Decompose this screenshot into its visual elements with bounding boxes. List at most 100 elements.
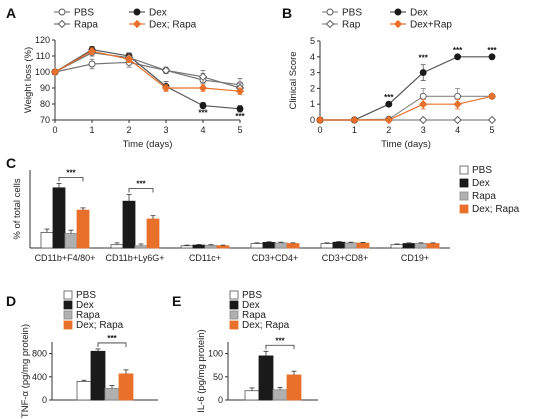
panel-a-weight-loss-chart: 70 80 90 100 110 120 0 1 2 3 4 5 Time (days) Weight l…	[23, 8, 246, 151]
bar-dex	[52, 187, 66, 249]
data-point	[454, 92, 462, 100]
series-pbs	[316, 88, 496, 124]
legend-item-pbs: PBS	[229, 290, 262, 301]
legend-swatch	[229, 290, 239, 300]
data-point	[236, 105, 244, 113]
y-axis-title: IL-6 (pg/mg protein)	[196, 329, 207, 412]
bar-pbs	[250, 243, 264, 249]
bar-dex-rapa	[286, 243, 300, 249]
bar-dex	[90, 350, 106, 401]
panel-b-clinical-score-chart: 0 1 2 3 4 5 0 1 2 3 4 5 Time (days) Clinical Score ***…	[288, 8, 498, 151]
legend-marker	[325, 19, 335, 29]
significance-bracket	[265, 344, 295, 350]
x-tick-label: 3	[163, 125, 168, 135]
data-point	[384, 115, 393, 125]
data-point	[350, 115, 359, 125]
panel-c-cell-population-chart: % of total cells CD11b+F4/80+ CD11b+Ly6G+ C…	[12, 165, 520, 263]
y-tick-label: 1	[310, 99, 315, 109]
legend-label: PBS	[342, 8, 362, 19]
y-axis-title: Clinical Score	[288, 51, 299, 109]
data-point	[453, 100, 462, 109]
series-line-pbs	[320, 95, 492, 121]
y-tick-label: 0	[42, 395, 47, 405]
legend-item-rapa: Rapa	[229, 310, 266, 321]
legend-label: Rapa	[76, 310, 100, 321]
legend-label: Dex; Rapa	[242, 320, 290, 331]
bar-dex-rapa	[146, 218, 160, 249]
legend-marker	[57, 19, 67, 29]
significance-label: ***	[384, 93, 394, 102]
data-point	[487, 92, 497, 101]
x-tick-label: 1	[89, 125, 94, 135]
bar-rapa	[272, 389, 288, 401]
bar-rapa	[414, 243, 428, 249]
x-axis-title: Time (days)	[381, 139, 431, 150]
significance-label: ***	[66, 168, 76, 177]
legend-label: Dex	[149, 8, 167, 19]
y-tick-label: 800	[32, 349, 47, 359]
bar-pbs	[76, 381, 92, 401]
bar-rapa	[104, 387, 120, 401]
data-point	[198, 72, 208, 81]
y-tick-label: 2	[310, 83, 315, 93]
bar-pbs	[40, 231, 54, 249]
legend-item-dex: Dex	[229, 300, 260, 311]
data-point	[88, 60, 96, 68]
y-axis-title: TNF-α (pg/mg protein)	[20, 324, 31, 418]
bar-dex	[332, 241, 346, 249]
legend-label: Dex	[76, 300, 94, 311]
category-label: CD11b+F4/80+	[35, 253, 96, 263]
significance-bracket	[58, 176, 84, 182]
legend-label: Dex	[410, 8, 428, 19]
y-tick-label: 3	[310, 68, 315, 78]
series-dex-rap	[315, 92, 497, 125]
legend-label: Dex; Rapa	[76, 320, 124, 331]
bar-rapa	[274, 242, 288, 249]
legend-label: PBS	[242, 290, 262, 301]
legend-item-pbs: PBS	[322, 8, 362, 19]
significance-label: ***	[453, 46, 463, 55]
y-axis-title: % of total cells	[12, 178, 23, 239]
legend-marker	[326, 8, 334, 16]
legend-item-dex-rapa: Dex; Rapa	[129, 20, 197, 31]
series-pbs	[51, 57, 244, 92]
x-tick-label: 5	[489, 125, 494, 135]
x-tick-label: 5	[237, 125, 242, 135]
bar-rapa	[204, 244, 218, 249]
y-tick-label: 0	[310, 115, 315, 125]
data-point	[124, 55, 134, 64]
y-tick-label: 80	[40, 99, 50, 109]
data-point	[87, 47, 97, 56]
legend-item-dex: Dex	[459, 178, 490, 189]
data-point	[453, 115, 462, 125]
legend-item-dex: Dex	[129, 8, 167, 19]
significance-label: ***	[487, 46, 497, 55]
x-axis-title: Time (days)	[123, 139, 173, 150]
legend-swatch	[229, 310, 239, 320]
legend-item-rap: Rap	[322, 20, 361, 31]
panel-letter-b: B	[282, 5, 292, 21]
panel-letter-a: A	[6, 5, 16, 21]
bar-rapa	[344, 242, 358, 249]
bar-rapa	[64, 233, 78, 249]
series-line-pbs	[54, 61, 241, 86]
legend-swatch	[229, 320, 239, 330]
bar-dex	[402, 243, 416, 249]
y-tick-label: 100	[35, 67, 50, 77]
legend-item-rapa: Rapa	[63, 310, 100, 321]
legend-swatch	[63, 300, 73, 310]
significance-bracket	[97, 342, 127, 347]
series-line-dex-rap	[320, 95, 493, 121]
legend-label: Dex+Rap	[410, 20, 452, 31]
series-dex	[51, 46, 244, 113]
legend-marker	[58, 8, 66, 16]
data-point	[235, 87, 245, 96]
legend-item-pbs: PBS	[459, 165, 492, 176]
legend-item-dex: Dex	[63, 300, 94, 311]
legend-item-dex: Dex	[390, 8, 428, 19]
legend-label: PBS	[76, 290, 96, 301]
legend-swatch	[459, 204, 469, 214]
